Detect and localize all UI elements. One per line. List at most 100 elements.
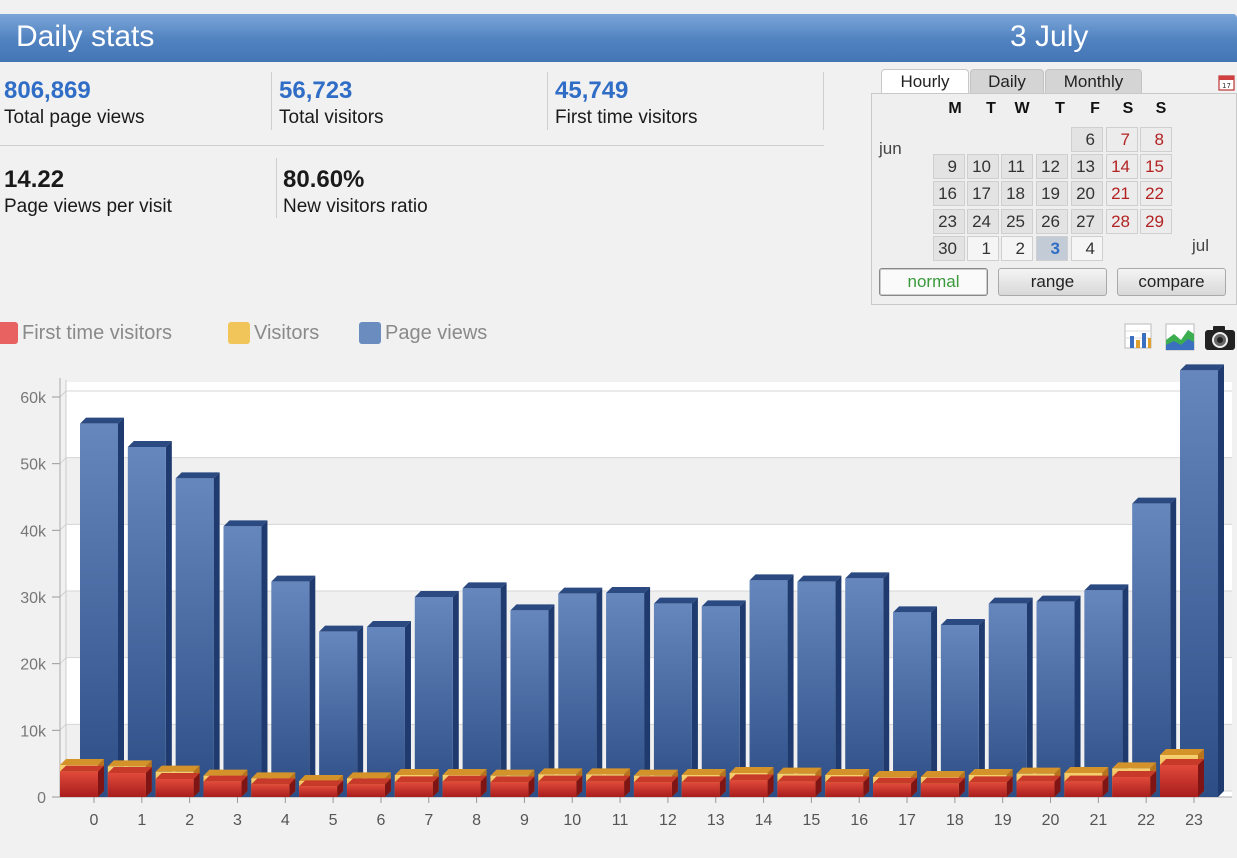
tab-daily[interactable]: Daily bbox=[970, 69, 1044, 94]
bar-first-time-visitors bbox=[442, 775, 487, 797]
stat-value: 806,869 bbox=[4, 77, 91, 104]
weekday-wed: W bbox=[1014, 100, 1030, 117]
x-tick-label: 17 bbox=[898, 812, 916, 829]
calendar-day-jun-12[interactable]: 12 bbox=[1036, 154, 1068, 179]
stat-value: 56,723 bbox=[279, 77, 353, 104]
bar-first-time-visitors bbox=[1112, 771, 1157, 797]
bar-page-views bbox=[701, 600, 746, 797]
month-label-jun: jun bbox=[879, 139, 902, 158]
bar-page-views bbox=[797, 575, 842, 797]
bar-first-time-visitors bbox=[1016, 775, 1061, 797]
calendar-day-jul-4[interactable]: 4 bbox=[1071, 236, 1103, 261]
calendar-day-jun-13[interactable]: 13 bbox=[1071, 154, 1103, 179]
x-tick-label: 0 bbox=[90, 812, 99, 829]
calendar-day-jun-11[interactable]: 11 bbox=[1001, 154, 1033, 179]
bar-page-views bbox=[127, 441, 172, 797]
bar-first-time-visitors bbox=[729, 774, 774, 797]
calendar-day-jul-3[interactable]: 3 bbox=[1036, 236, 1068, 261]
bar-page-views bbox=[653, 597, 698, 797]
svg-text:17: 17 bbox=[1222, 82, 1231, 90]
tab-hourly[interactable]: Hourly bbox=[881, 69, 969, 94]
bar-page-views bbox=[749, 574, 794, 797]
calendar-day-jun-23[interactable]: 23 bbox=[933, 209, 965, 234]
calendar-day-jun-8[interactable]: 8 bbox=[1140, 127, 1172, 152]
stat-page-views-per-visit: 14.22 Page views per visit bbox=[4, 166, 172, 220]
calendar-day-jun-16[interactable]: 16 bbox=[933, 181, 965, 206]
bar-first-time-visitors bbox=[586, 775, 631, 797]
bar-first-time-visitors bbox=[920, 777, 965, 797]
legend-swatch bbox=[0, 322, 18, 344]
bar-page-views bbox=[988, 597, 1033, 797]
stat-label: Total visitors bbox=[279, 107, 384, 128]
weekday-tue: T bbox=[986, 100, 996, 117]
month-label-jul: jul bbox=[1192, 236, 1210, 255]
calendar-day-jun-9[interactable]: 9 bbox=[933, 154, 965, 179]
stat-new-visitors-ratio: 80.60% New visitors ratio bbox=[283, 166, 428, 220]
stat-first-time-visitors: 45,749 First time visitors bbox=[555, 77, 698, 131]
calendar-day-jun-20[interactable]: 20 bbox=[1071, 181, 1103, 206]
calendar-day-jun-22[interactable]: 22 bbox=[1140, 181, 1172, 206]
bar-chart-icon[interactable] bbox=[1123, 322, 1155, 352]
legend-swatch bbox=[228, 322, 250, 344]
bar-page-views bbox=[271, 575, 316, 797]
x-tick-label: 20 bbox=[1042, 812, 1060, 829]
camera-icon[interactable] bbox=[1204, 322, 1236, 352]
calendar-day-jun-21[interactable]: 21 bbox=[1106, 181, 1138, 206]
gridline-depth bbox=[59, 723, 67, 731]
calendar-day-jun-7[interactable]: 7 bbox=[1106, 127, 1138, 152]
calendar-icon[interactable]: 17 bbox=[1218, 74, 1236, 91]
stat-label: New visitors ratio bbox=[283, 196, 428, 217]
tab-monthly[interactable]: Monthly bbox=[1045, 69, 1142, 94]
bar-page-views bbox=[462, 582, 507, 797]
x-tick-label: 11 bbox=[612, 812, 629, 829]
page-title: Daily stats bbox=[16, 20, 155, 53]
calendar-day-jun-15[interactable]: 15 bbox=[1140, 154, 1172, 179]
area-chart-icon[interactable] bbox=[1164, 322, 1196, 352]
x-tick-label: 8 bbox=[472, 812, 481, 829]
weekday-thu: T bbox=[1055, 100, 1065, 117]
bar-first-time-visitors bbox=[1160, 759, 1204, 797]
calendar-day-jun-17[interactable]: 17 bbox=[967, 181, 999, 206]
mode-compare-button[interactable]: compare bbox=[1117, 268, 1226, 296]
calendar-day-jul-1[interactable]: 1 bbox=[967, 236, 999, 261]
calendar-day-jul-2[interactable]: 2 bbox=[1001, 236, 1033, 261]
bar-first-time-visitors bbox=[873, 777, 918, 797]
calendar-day-jun-30[interactable]: 30 bbox=[933, 236, 965, 261]
calendar-day-jun-19[interactable]: 19 bbox=[1036, 181, 1068, 206]
x-tick-label: 21 bbox=[1089, 812, 1107, 829]
bar-page-views bbox=[940, 619, 985, 797]
bar-first-time-visitors bbox=[251, 778, 296, 797]
weekday-sat: S bbox=[1122, 100, 1134, 117]
calendar-day-jun-29[interactable]: 29 bbox=[1140, 209, 1172, 234]
y-tick-label: 40k bbox=[20, 523, 47, 540]
calendar-day-jun-25[interactable]: 25 bbox=[1001, 209, 1033, 234]
mode-normal-button[interactable]: normal bbox=[879, 268, 988, 296]
bar-first-time-visitors bbox=[155, 773, 200, 797]
x-tick-label: 12 bbox=[659, 812, 677, 829]
grid-band bbox=[66, 457, 1232, 525]
stat-total-page-views: 806,869 Total page views bbox=[4, 77, 144, 131]
mode-range-button[interactable]: range bbox=[998, 268, 1107, 296]
x-tick-label: 3 bbox=[233, 812, 242, 829]
stat-label: Page views per visit bbox=[4, 196, 172, 217]
calendar-day-jun-18[interactable]: 18 bbox=[1001, 181, 1033, 206]
calendar-day-jun-6[interactable]: 6 bbox=[1071, 127, 1103, 152]
bar-first-time-visitors bbox=[107, 767, 152, 797]
page-header: Daily stats 3 July bbox=[0, 14, 1237, 62]
bar-page-views bbox=[414, 591, 459, 797]
calendar-day-jun-27[interactable]: 27 bbox=[1071, 209, 1103, 234]
bar-page-views bbox=[606, 587, 651, 797]
calendar-day-jun-10[interactable]: 10 bbox=[967, 154, 999, 179]
calendar-day-jun-26[interactable]: 26 bbox=[1036, 209, 1068, 234]
calendar-day-jun-14[interactable]: 14 bbox=[1106, 154, 1138, 179]
x-tick-label: 22 bbox=[1137, 812, 1155, 829]
x-tick-label: 9 bbox=[520, 812, 529, 829]
bar-page-views bbox=[1084, 584, 1129, 797]
selected-date: 3 July bbox=[1010, 20, 1089, 53]
bar-first-time-visitors bbox=[203, 775, 248, 797]
calendar-day-jun-24[interactable]: 24 bbox=[967, 209, 999, 234]
weekday-mon: M bbox=[948, 100, 962, 117]
calendar-day-jun-28[interactable]: 28 bbox=[1106, 209, 1138, 234]
bar-page-views bbox=[175, 472, 220, 797]
